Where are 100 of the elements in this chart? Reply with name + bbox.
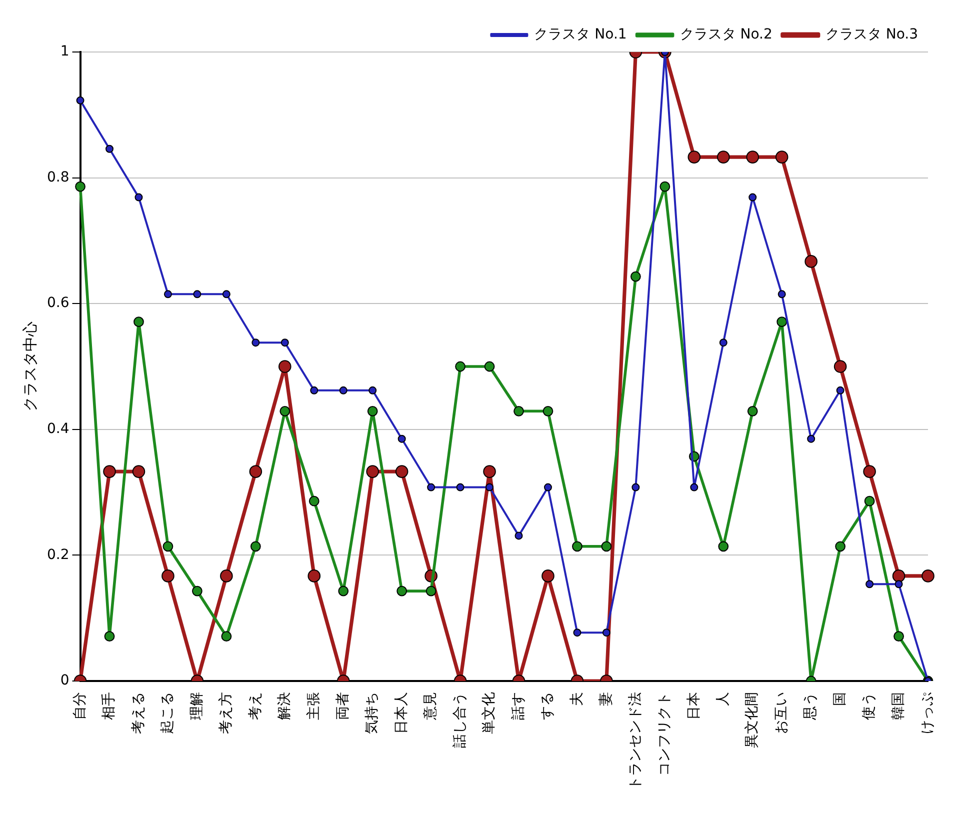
- x-tick-label: 考える: [130, 692, 146, 734]
- point: [104, 631, 115, 642]
- point: [573, 628, 582, 637]
- x-tick-label: 使う: [861, 692, 878, 720]
- point: [716, 150, 730, 164]
- point: [483, 465, 496, 478]
- legend-label: クラスタ No.3: [825, 26, 918, 43]
- x-tick-label: 単文化: [481, 692, 498, 734]
- point: [134, 316, 144, 328]
- point: [132, 465, 146, 478]
- point: [894, 631, 904, 642]
- point: [718, 541, 729, 552]
- point: [75, 181, 86, 192]
- point: [308, 496, 320, 506]
- x-tick-label: 国: [832, 692, 848, 706]
- point: [660, 181, 670, 192]
- point: [688, 150, 701, 164]
- point: [310, 386, 318, 394]
- point: [630, 271, 641, 282]
- y-tick-label: 0.8: [47, 169, 70, 186]
- x-tick-label: 考え方: [218, 692, 234, 734]
- point: [690, 483, 698, 492]
- point: [455, 361, 466, 372]
- point: [395, 465, 408, 478]
- point: [514, 406, 524, 416]
- x-tick-label: コンフリクト: [656, 692, 673, 776]
- point: [222, 290, 230, 298]
- point: [338, 586, 349, 596]
- x-tick-label: 妻: [598, 692, 614, 706]
- point: [398, 434, 406, 443]
- point: [134, 193, 143, 202]
- point: [368, 386, 377, 394]
- point: [746, 150, 760, 164]
- point: [632, 483, 640, 492]
- x-tick-label: 両者: [334, 692, 351, 720]
- x-tick-label: 解決: [276, 692, 293, 720]
- y-tick-label: 1: [60, 44, 70, 60]
- point: [280, 338, 289, 347]
- point: [250, 541, 261, 552]
- legend-label: クラスタ No.2: [680, 26, 772, 43]
- y-tick-label: 0.6: [47, 295, 70, 312]
- point: [105, 144, 114, 153]
- x-tick-label: 夫: [568, 692, 585, 706]
- x-tick-label: 異文化間: [744, 692, 760, 748]
- point: [193, 290, 202, 298]
- point: [192, 586, 202, 596]
- point: [836, 386, 844, 394]
- point: [308, 570, 321, 582]
- point: [76, 96, 84, 104]
- x-tick-label: 主張: [306, 692, 322, 720]
- point: [835, 541, 846, 552]
- point: [426, 586, 436, 596]
- point: [544, 483, 552, 492]
- point: [220, 570, 233, 582]
- x-tick-label: 日本: [686, 692, 702, 720]
- x-tick-label: 人: [715, 692, 732, 706]
- point: [456, 483, 464, 492]
- point: [775, 150, 788, 164]
- x-tick-label: トランセンド法: [627, 692, 644, 790]
- x-tick-label: 起こる: [160, 692, 176, 734]
- point: [542, 570, 554, 582]
- point: [864, 496, 875, 506]
- x-tick-label: 気持ち: [364, 692, 380, 734]
- point: [892, 570, 906, 582]
- x-tick-label: お互い: [773, 692, 790, 734]
- point: [514, 532, 523, 540]
- point: [162, 541, 174, 552]
- point: [747, 406, 758, 416]
- y-tick-label: 0: [60, 672, 70, 689]
- point: [164, 290, 172, 298]
- point: [776, 316, 788, 328]
- point: [280, 406, 290, 416]
- x-tick-label: 意見: [422, 692, 439, 721]
- point: [367, 406, 378, 416]
- point: [602, 628, 610, 637]
- legend-label: クラスタ No.1: [534, 26, 627, 43]
- point: [807, 434, 816, 443]
- point: [103, 465, 116, 478]
- x-tick-label: 理解: [188, 692, 205, 720]
- point: [866, 580, 874, 588]
- point: [221, 631, 232, 642]
- point: [834, 360, 847, 373]
- point: [484, 361, 495, 372]
- x-tick-label: する: [540, 692, 556, 720]
- point: [719, 338, 728, 347]
- x-tick-label: 話し合う: [452, 692, 468, 748]
- point: [572, 541, 582, 552]
- x-tick-label: 韓国: [890, 692, 906, 720]
- point: [894, 580, 903, 588]
- x-tick-label: 考え: [247, 692, 264, 720]
- point: [396, 586, 408, 596]
- point: [804, 255, 818, 268]
- y-tick-label: 0.4: [47, 421, 70, 438]
- x-tick-label: 話す: [510, 692, 526, 720]
- x-tick-label: 日本人: [393, 692, 410, 734]
- point: [252, 338, 260, 347]
- point: [162, 570, 174, 582]
- point: [278, 360, 292, 373]
- point: [778, 290, 786, 298]
- y-tick-label: 0.2: [47, 546, 70, 563]
